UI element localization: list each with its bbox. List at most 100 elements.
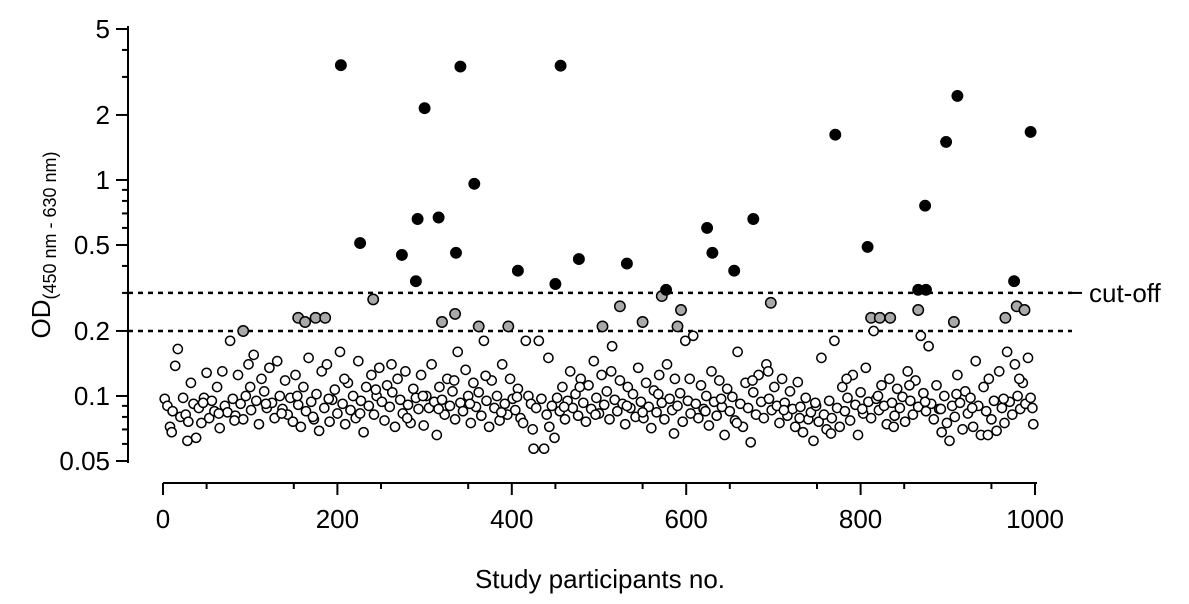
- data-point-negative: [614, 375, 626, 386]
- data-point-positive: [940, 135, 953, 148]
- data-point-negative: [1027, 402, 1038, 414]
- data-point-negative: [826, 412, 838, 424]
- data-point-negative: [1009, 359, 1021, 370]
- x-axis-title: Study participants no.: [475, 564, 725, 594]
- data-point-negative: [966, 402, 978, 414]
- data-point-negative: [703, 420, 715, 431]
- data-point-negative: [762, 366, 774, 377]
- data-point-negative: [919, 396, 931, 408]
- data-point-negative: [894, 402, 906, 414]
- data-point-negative: [952, 369, 963, 381]
- data-point-negative: [841, 373, 852, 385]
- data-point-negative: [978, 381, 989, 393]
- data-point-negative: [564, 366, 576, 377]
- data-point-negative: [431, 429, 443, 441]
- data-point-negative: [244, 381, 256, 393]
- data-point-negative: [260, 398, 272, 410]
- data-point-negative: [685, 408, 696, 419]
- data-point-negative: [907, 409, 919, 420]
- data-point-negative: [860, 362, 872, 374]
- data-point-negative: [337, 398, 348, 410]
- x-tick-label: 0: [156, 504, 170, 534]
- data-point-negative: [684, 373, 696, 385]
- data-point-negative: [172, 343, 184, 355]
- data-point-negative: [668, 428, 680, 439]
- data-point-negative: [1025, 392, 1036, 404]
- data-point-negative: [368, 409, 380, 420]
- data-point-negative: [747, 375, 758, 386]
- data-point-positive: [450, 246, 462, 259]
- data-point-negative: [224, 335, 236, 347]
- data-point-negative: [855, 386, 866, 398]
- data-point-negative: [652, 388, 664, 400]
- data-point-negative: [588, 355, 600, 367]
- data-point-negative: [637, 406, 648, 418]
- data-point-positive: [334, 59, 347, 72]
- data-point-negative: [264, 362, 275, 374]
- data-point-negative: [495, 406, 507, 418]
- data-point-negative: [386, 386, 398, 398]
- data-point-negative: [768, 381, 780, 393]
- data-point-negative: [307, 411, 319, 423]
- data-point-negative: [598, 399, 610, 411]
- data-point-negative: [998, 393, 1009, 405]
- data-point-negative: [954, 397, 966, 409]
- data-point-negative: [533, 335, 545, 347]
- data-point-negative: [627, 388, 639, 400]
- data-point-negative: [982, 429, 994, 441]
- data-point-negative: [517, 417, 529, 429]
- data-point-positive: [432, 211, 445, 224]
- y-axis-minor-ticks: [122, 48, 128, 445]
- data-point-negative: [912, 401, 924, 413]
- data-point-negative: [448, 375, 460, 386]
- data-point-negative: [227, 393, 239, 405]
- data-point-negative: [993, 366, 1005, 377]
- data-point-negative: [996, 402, 1008, 414]
- data-point-negative: [538, 443, 550, 455]
- data-point-negative: [713, 375, 725, 386]
- data-point-negative: [949, 411, 961, 423]
- data-point-negative: [889, 410, 900, 422]
- data-point-negative: [386, 359, 397, 370]
- data-point-negative: [543, 352, 554, 364]
- data-point-positive: [418, 102, 431, 115]
- data-point-borderline: [675, 304, 687, 316]
- data-point-borderline: [884, 311, 897, 324]
- data-point-positive: [1008, 275, 1021, 288]
- data-point-negative: [904, 395, 916, 407]
- data-point-negative: [884, 373, 895, 385]
- data-point-negative: [475, 410, 487, 422]
- y-axis-title-main: OD: [26, 300, 56, 339]
- data-point-borderline: [999, 311, 1012, 324]
- data-point-borderline: [636, 316, 649, 328]
- data-point-negative: [1012, 390, 1023, 402]
- data-point-negative: [559, 413, 571, 425]
- data-point-negative: [407, 383, 419, 395]
- data-point-negative: [842, 392, 853, 404]
- data-point-borderline: [912, 304, 925, 316]
- data-point-negative: [206, 395, 218, 407]
- data-point-negative: [732, 346, 743, 358]
- data-point-negative: [621, 400, 633, 412]
- data-point-negative: [352, 355, 364, 367]
- data-point-negative: [605, 366, 617, 377]
- data-point-borderline: [613, 300, 626, 313]
- data-point-negative: [784, 386, 796, 397]
- data-point-negative: [480, 370, 491, 382]
- data-point-negative: [965, 392, 976, 404]
- data-point-negative: [354, 408, 366, 419]
- data-point-negative: [661, 359, 673, 370]
- data-point-negative: [321, 359, 333, 370]
- data-point-negative: [844, 415, 856, 426]
- data-point-negative: [970, 355, 982, 367]
- data-point-borderline: [367, 293, 380, 306]
- data-point-negative: [449, 413, 461, 425]
- data-point-negative: [695, 379, 707, 391]
- data-point-negative: [763, 393, 775, 405]
- data-point-negative: [541, 409, 553, 420]
- data-point-positive: [829, 128, 842, 141]
- data-point-negative: [394, 394, 406, 406]
- data-point-positive: [549, 278, 562, 290]
- x-tick-label: 800: [839, 504, 882, 534]
